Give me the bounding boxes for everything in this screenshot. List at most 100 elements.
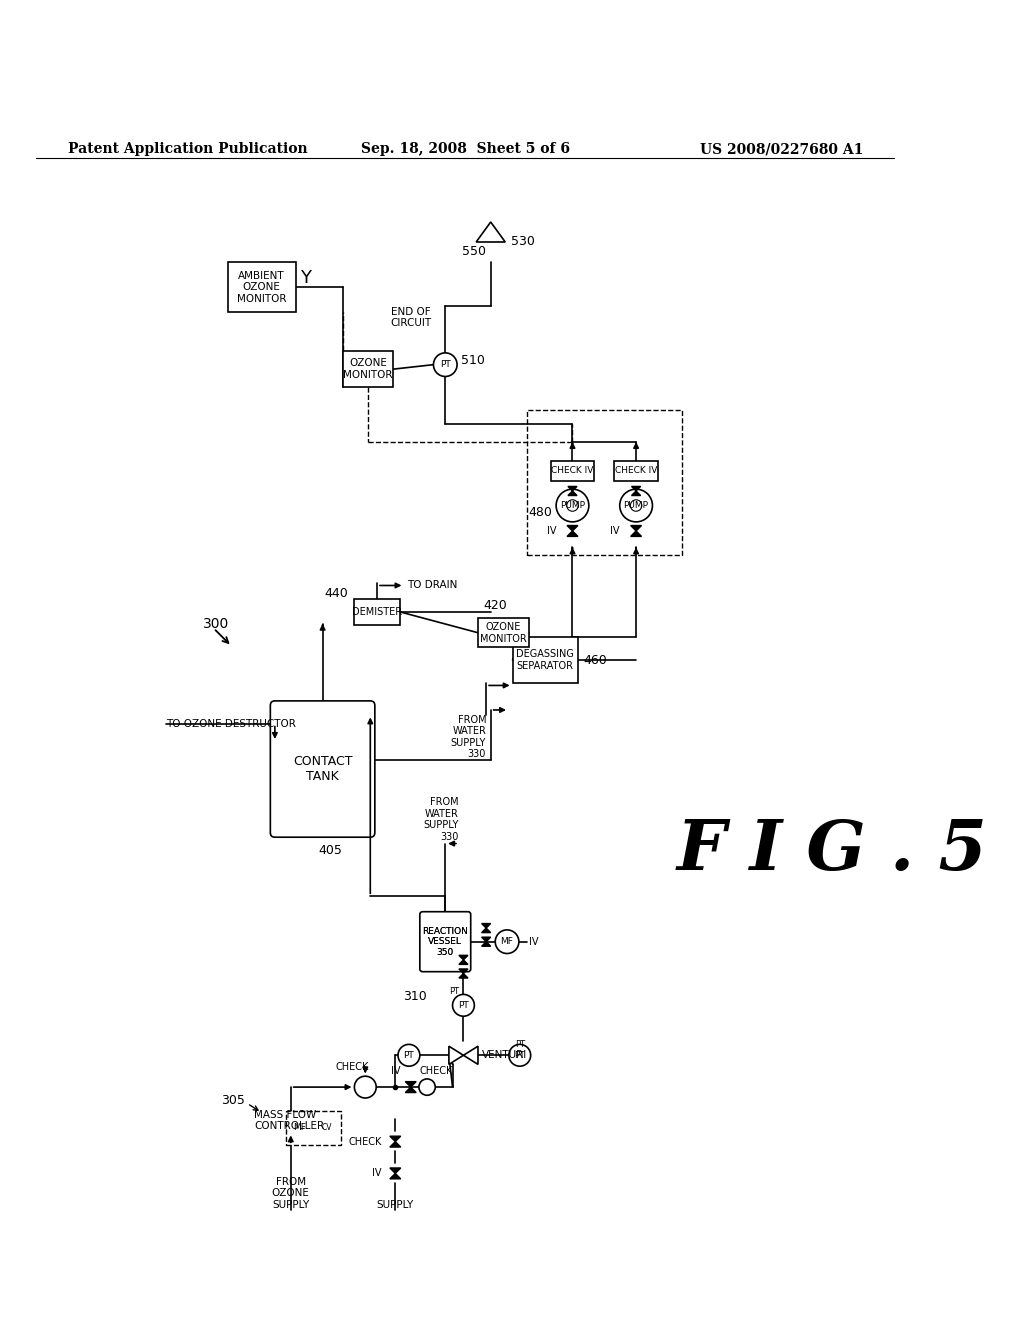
Polygon shape <box>481 924 490 928</box>
Text: CV: CV <box>322 1123 333 1133</box>
Text: 510: 510 <box>461 354 484 367</box>
Text: PT: PT <box>440 360 451 370</box>
Polygon shape <box>459 960 468 965</box>
Bar <box>527 411 682 556</box>
Polygon shape <box>568 487 578 491</box>
Text: 305: 305 <box>221 1094 246 1107</box>
Circle shape <box>631 500 642 511</box>
Text: PUMP: PUMP <box>624 502 648 510</box>
Text: F I G . 5: F I G . 5 <box>677 817 988 884</box>
Polygon shape <box>632 491 641 495</box>
Circle shape <box>433 352 457 376</box>
Polygon shape <box>449 1047 464 1064</box>
Polygon shape <box>631 525 642 531</box>
Polygon shape <box>567 531 578 536</box>
Text: 420: 420 <box>483 599 507 612</box>
Text: SUPPLY: SUPPLY <box>377 1200 414 1209</box>
Polygon shape <box>390 1142 400 1147</box>
Text: IV: IV <box>547 525 556 536</box>
Text: CHECK: CHECK <box>420 1065 454 1076</box>
Circle shape <box>566 500 579 511</box>
Polygon shape <box>459 974 468 978</box>
Circle shape <box>496 929 519 953</box>
Circle shape <box>620 490 652 521</box>
Text: VENTURI: VENTURI <box>481 1051 527 1060</box>
Text: Sep. 18, 2008  Sheet 5 of 6: Sep. 18, 2008 Sheet 5 of 6 <box>360 143 569 156</box>
Text: AMBIENT
OZONE
MONITOR: AMBIENT OZONE MONITOR <box>237 271 287 304</box>
Text: 550: 550 <box>462 244 485 257</box>
Text: CHECK IV: CHECK IV <box>551 466 594 475</box>
Text: 460: 460 <box>584 653 607 667</box>
Polygon shape <box>459 969 468 974</box>
Polygon shape <box>481 928 490 933</box>
Text: IV: IV <box>390 1065 400 1076</box>
Polygon shape <box>567 525 578 531</box>
Circle shape <box>398 1044 420 1067</box>
Text: 405: 405 <box>318 845 342 857</box>
Text: PT: PT <box>514 1051 525 1060</box>
Text: Y: Y <box>300 269 311 288</box>
Polygon shape <box>390 1137 400 1142</box>
Text: 300: 300 <box>203 616 229 631</box>
Polygon shape <box>481 937 490 941</box>
Circle shape <box>318 1119 335 1137</box>
Text: END OF
CIRCUIT: END OF CIRCUIT <box>390 306 431 329</box>
FancyBboxPatch shape <box>420 912 471 972</box>
Text: REACTION
VESSEL
350: REACTION VESSEL 350 <box>422 927 468 957</box>
Circle shape <box>509 1044 530 1067</box>
Text: DEMISTER: DEMISTER <box>352 607 402 616</box>
Text: OZONE
MONITOR: OZONE MONITOR <box>343 359 393 380</box>
Text: PT: PT <box>403 1051 415 1060</box>
Text: DEGASSING
SEPARATOR: DEGASSING SEPARATOR <box>516 649 574 671</box>
Polygon shape <box>464 1047 478 1064</box>
Polygon shape <box>459 956 468 960</box>
Circle shape <box>453 994 474 1016</box>
Bar <box>343 351 393 387</box>
Polygon shape <box>481 941 490 946</box>
Text: PT: PT <box>515 1040 525 1049</box>
Text: CHECK: CHECK <box>348 1137 382 1147</box>
Text: FROM
WATER
SUPPLY
330: FROM WATER SUPPLY 330 <box>451 714 486 759</box>
Text: 480: 480 <box>528 507 553 519</box>
Text: TO OZONE DESTRUCTOR: TO OZONE DESTRUCTOR <box>166 718 296 729</box>
Polygon shape <box>631 531 642 536</box>
Bar <box>512 638 578 682</box>
Text: PT: PT <box>458 1001 469 1010</box>
Text: CHECK IV: CHECK IV <box>614 466 657 475</box>
Text: US 2008/0227680 A1: US 2008/0227680 A1 <box>699 143 863 156</box>
Text: FROM
WATER
SUPPLY
330: FROM WATER SUPPLY 330 <box>424 797 459 842</box>
Text: IV: IV <box>372 1168 382 1179</box>
Text: Patent Application Publication: Patent Application Publication <box>69 143 308 156</box>
Text: PUMP: PUMP <box>560 502 585 510</box>
Text: IV: IV <box>610 525 620 536</box>
Polygon shape <box>390 1173 400 1179</box>
Bar <box>354 599 399 624</box>
Text: TO DRAIN: TO DRAIN <box>408 581 458 590</box>
Text: FROM
OZONE
SUPPLY: FROM OZONE SUPPLY <box>271 1176 309 1209</box>
Bar <box>614 461 657 480</box>
Text: 310: 310 <box>403 990 427 1003</box>
Circle shape <box>287 1115 312 1140</box>
Polygon shape <box>568 491 578 495</box>
Polygon shape <box>390 1168 400 1173</box>
Circle shape <box>354 1076 376 1098</box>
FancyBboxPatch shape <box>270 701 375 837</box>
Polygon shape <box>406 1081 416 1088</box>
Text: 440: 440 <box>325 587 348 601</box>
Circle shape <box>556 490 589 521</box>
Polygon shape <box>476 222 505 242</box>
Text: REACTION
VESSEL
350: REACTION VESSEL 350 <box>422 927 468 957</box>
Text: CONTACT
TANK: CONTACT TANK <box>293 755 352 783</box>
Text: 530: 530 <box>511 235 535 248</box>
Text: MF: MF <box>294 1123 306 1133</box>
Text: PT: PT <box>450 987 460 997</box>
Polygon shape <box>406 1088 416 1093</box>
Bar <box>551 461 594 480</box>
Polygon shape <box>632 487 641 491</box>
Text: CHECK: CHECK <box>336 1063 370 1072</box>
Circle shape <box>419 1078 435 1096</box>
Bar <box>227 263 296 313</box>
Text: OZONE
MONITOR: OZONE MONITOR <box>480 622 526 644</box>
Text: MASS FLOW
CONTROLLER: MASS FLOW CONTROLLER <box>254 1110 325 1131</box>
Text: MF: MF <box>501 937 513 946</box>
